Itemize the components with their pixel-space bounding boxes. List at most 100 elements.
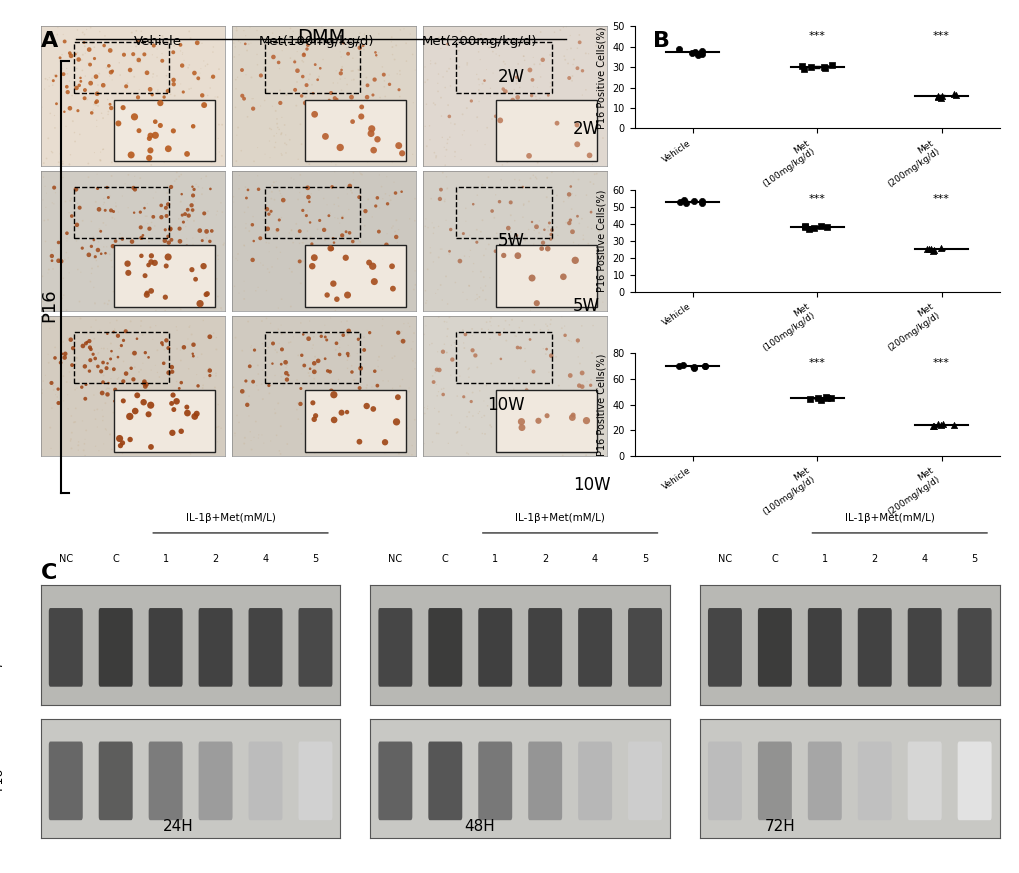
Point [517, 273, 533, 287]
Point [39, 31, 55, 45]
Point [515, 180, 531, 194]
Point [145, 240, 161, 254]
Point [497, 313, 514, 327]
Point [92, 153, 108, 167]
Point [110, 329, 126, 343]
Text: 5: 5 [970, 554, 977, 564]
Point [209, 90, 225, 104]
Point [339, 347, 356, 361]
Point [307, 350, 323, 364]
Point [483, 356, 499, 370]
Point [437, 149, 453, 163]
Point [127, 104, 144, 118]
Point [543, 165, 559, 179]
Point [40, 213, 56, 227]
Point [264, 100, 280, 113]
Point [126, 252, 143, 266]
Point [301, 95, 317, 109]
FancyBboxPatch shape [707, 608, 741, 687]
Point [301, 314, 317, 328]
Point [468, 67, 484, 81]
Point [56, 105, 72, 119]
Point [323, 102, 339, 116]
Text: IL-1β+Met(mM/L): IL-1β+Met(mM/L) [185, 513, 275, 524]
Point [817, 390, 834, 404]
Point [674, 358, 690, 372]
Point [254, 428, 270, 442]
Point [94, 107, 110, 120]
Point [56, 351, 72, 365]
Point [167, 136, 183, 150]
Point [48, 97, 64, 111]
Point [480, 322, 496, 336]
Point [794, 59, 810, 73]
Point [347, 395, 364, 409]
Point [422, 241, 438, 255]
Point [343, 186, 360, 200]
Point [246, 155, 262, 168]
Point [527, 170, 543, 184]
Point [371, 297, 387, 311]
Point [135, 356, 151, 370]
Point [115, 354, 131, 368]
Point [513, 389, 529, 403]
Point [495, 107, 512, 120]
Point [330, 191, 346, 205]
Point [40, 72, 56, 86]
Point [115, 399, 131, 413]
Point [553, 309, 570, 323]
Point [350, 63, 366, 77]
Point [130, 124, 147, 138]
Point [236, 37, 253, 51]
Point [66, 59, 83, 73]
Point [74, 25, 91, 39]
Point [55, 67, 71, 81]
Point [438, 346, 454, 360]
Point [111, 237, 127, 251]
Point [479, 399, 495, 413]
Point [158, 201, 174, 215]
Point [550, 379, 567, 393]
Point [171, 113, 187, 127]
Point [164, 430, 180, 444]
Point [280, 336, 297, 350]
Point [515, 197, 531, 211]
Point [278, 138, 294, 152]
Point [113, 297, 129, 311]
Point [310, 354, 326, 368]
Point [330, 199, 346, 213]
Point [305, 338, 321, 352]
Point [227, 220, 244, 234]
Point [140, 100, 156, 114]
Point [527, 142, 543, 156]
Point [253, 68, 269, 82]
Point [210, 397, 226, 411]
Point [213, 303, 229, 317]
Point [374, 313, 390, 327]
Point [340, 324, 357, 338]
Point [461, 405, 477, 419]
Point [504, 105, 521, 119]
Point [272, 187, 288, 201]
Text: 5W: 5W [497, 232, 525, 250]
Point [199, 365, 215, 379]
Point [556, 151, 573, 165]
Point [111, 431, 127, 445]
Point [407, 264, 423, 278]
Point [249, 47, 265, 61]
FancyBboxPatch shape [299, 608, 332, 687]
Point [353, 167, 369, 181]
Point [82, 58, 98, 72]
Point [86, 388, 102, 402]
Point [103, 372, 119, 386]
Point [205, 410, 221, 424]
Point [391, 67, 408, 81]
Point [344, 418, 361, 432]
Point [143, 249, 159, 263]
Point [396, 100, 413, 114]
Point [149, 95, 165, 109]
Point [261, 121, 277, 135]
Point [585, 127, 601, 141]
Point [541, 122, 557, 136]
Point [250, 359, 266, 373]
